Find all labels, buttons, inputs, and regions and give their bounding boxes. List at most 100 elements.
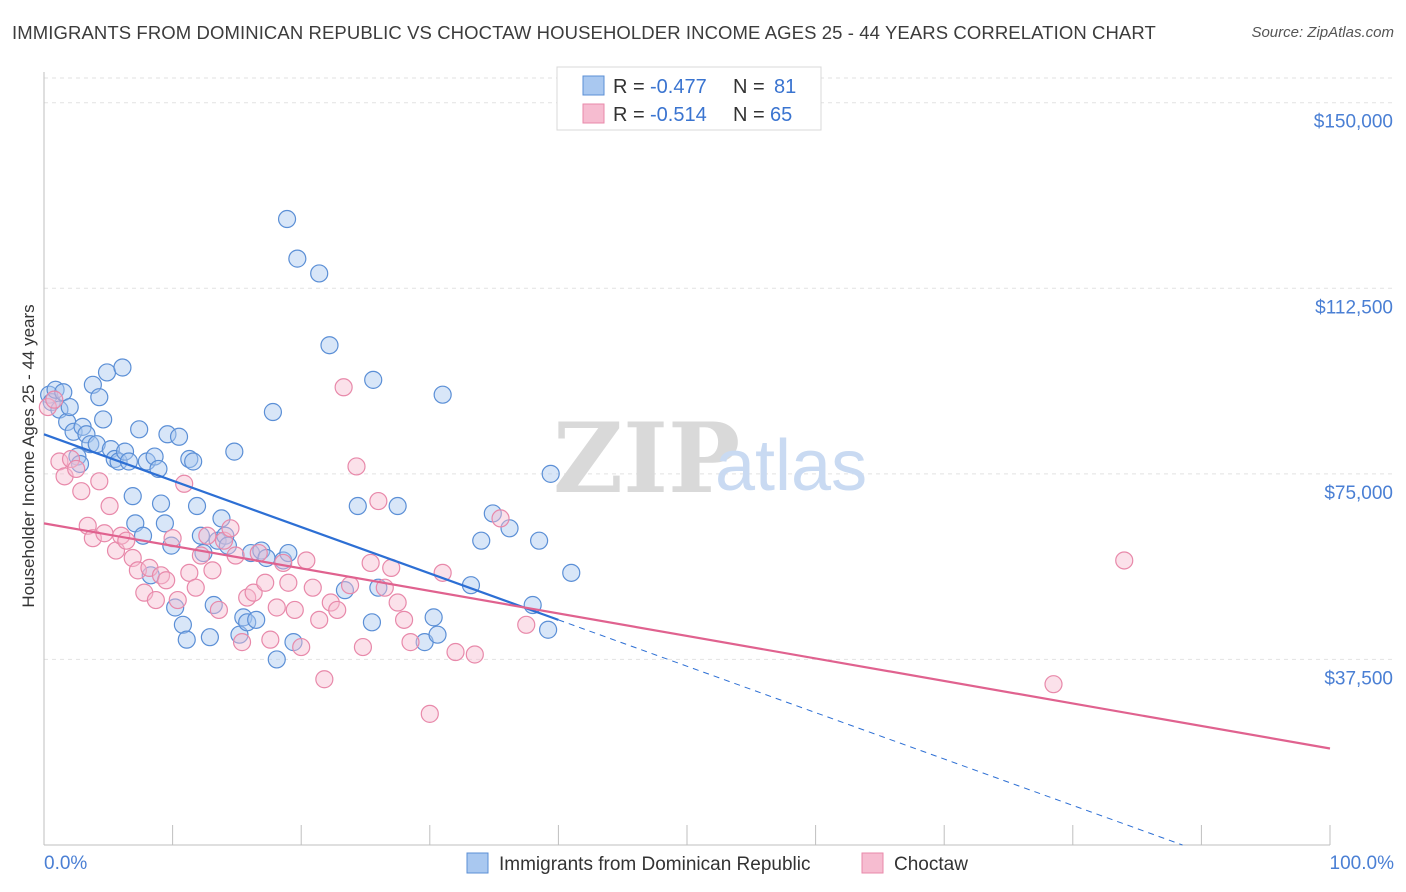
data-point-dominican <box>166 598 185 617</box>
data-point-dominican <box>530 531 549 550</box>
legend-swatch-choctaw <box>582 103 605 124</box>
data-point-choctaw <box>401 633 420 652</box>
legend-r-value-2: -0.514 <box>650 104 707 126</box>
data-point-choctaw <box>61 449 81 469</box>
data-point-choctaw <box>146 590 165 610</box>
data-point-choctaw <box>321 593 340 612</box>
legend-n-value-1: 81 <box>774 76 796 98</box>
data-point-choctaw <box>90 472 109 491</box>
data-point-dominican <box>320 336 339 355</box>
watermark-atlas: atlas <box>715 426 867 506</box>
data-point-dominican <box>97 363 117 382</box>
data-point-dominican <box>472 531 491 550</box>
watermark-zip: ZIP <box>553 402 740 515</box>
data-point-choctaw <box>297 551 316 570</box>
data-point-choctaw <box>128 561 147 580</box>
data-point-choctaw <box>232 633 252 652</box>
source-label: Source: ZipAtlas.com <box>1251 24 1394 41</box>
data-point-choctaw <box>285 600 304 620</box>
legend-r-label-1: R = <box>613 76 645 98</box>
data-point-dominican <box>130 420 149 439</box>
x-tick-label-min: 0.0% <box>44 853 87 874</box>
data-point-dominican <box>288 249 307 268</box>
data-point-choctaw <box>1115 551 1134 570</box>
data-point-dominican <box>500 519 519 538</box>
data-point-dominican <box>279 543 298 563</box>
data-point-dominican <box>173 615 192 634</box>
data-point-choctaw <box>261 630 280 649</box>
data-point-choctaw <box>315 670 334 689</box>
data-point-dominican <box>60 397 79 417</box>
data-point-dominican <box>115 442 135 461</box>
data-point-choctaw <box>369 491 388 511</box>
data-point-choctaw <box>203 561 222 580</box>
grid-lines <box>44 77 1394 660</box>
series-dominican-points <box>40 209 581 669</box>
trend-line-dominican-extension <box>558 619 1183 846</box>
data-point-dominican <box>562 563 581 582</box>
data-point-choctaw <box>221 519 240 538</box>
legend-n-value-2: 65 <box>770 104 792 126</box>
y-tick-label: $37,500 <box>1324 668 1393 689</box>
data-point-dominican <box>362 613 382 632</box>
data-point-dominican <box>123 487 142 506</box>
data-point-choctaw <box>186 578 205 597</box>
data-point-dominican <box>212 509 231 528</box>
bottom-legend-swatch-choctaw <box>861 852 884 874</box>
data-point-choctaw <box>168 590 187 610</box>
trend-lines <box>43 433 1331 846</box>
data-point-choctaw <box>517 615 536 634</box>
data-point-choctaw <box>1044 675 1063 694</box>
data-point-choctaw <box>328 600 347 620</box>
data-point-dominican <box>169 427 189 446</box>
legend-swatch-dominican <box>582 75 605 96</box>
data-point-choctaw <box>340 576 360 595</box>
data-point-dominican <box>204 595 223 615</box>
data-point-dominican <box>187 496 207 516</box>
bottom-legend-label-dominican: Immigrants from Dominican Republic <box>499 854 811 875</box>
data-point-dominican <box>277 209 297 229</box>
series-choctaw-points <box>38 378 1134 723</box>
data-point-dominican <box>388 496 407 516</box>
bottom-legend-label-choctaw: Choctaw <box>894 854 968 875</box>
data-point-choctaw <box>38 397 57 417</box>
data-point-choctaw <box>303 578 322 597</box>
data-point-choctaw <box>310 610 329 629</box>
data-point-choctaw <box>67 459 86 479</box>
data-point-dominican <box>335 581 355 600</box>
data-point-choctaw <box>292 637 311 657</box>
x-axis-ticks <box>43 825 1331 845</box>
data-point-choctaw <box>465 645 484 664</box>
data-point-choctaw <box>491 509 510 528</box>
data-point-choctaw <box>100 496 119 516</box>
data-point-dominican <box>158 425 177 444</box>
data-point-dominican <box>247 610 266 629</box>
data-point-choctaw <box>353 637 373 657</box>
data-point-dominican <box>200 628 219 647</box>
data-point-dominican <box>348 496 367 516</box>
data-point-dominican <box>263 402 283 422</box>
data-point-choctaw <box>198 526 217 545</box>
data-point-dominican <box>177 630 196 649</box>
legend-r-label-2: R = <box>613 104 645 126</box>
legend-top: R = -0.477 N = 81 R = -0.514 N = 65 <box>556 66 822 131</box>
data-point-choctaw <box>83 529 102 548</box>
data-point-dominican <box>541 464 560 483</box>
data-point-dominican <box>428 625 447 644</box>
trend-line-dominican <box>43 433 559 621</box>
data-point-dominican <box>225 442 244 461</box>
legend-n-label-1: N = <box>733 76 765 98</box>
y-tick-labels: $37,500 $75,000 $112,500 $150,000 <box>1314 112 1393 690</box>
y-tick-label: $150,000 <box>1314 112 1393 133</box>
data-point-choctaw <box>256 573 275 592</box>
data-point-choctaw <box>279 573 298 592</box>
data-point-dominican <box>184 452 203 471</box>
data-point-dominican <box>113 358 132 377</box>
data-point-choctaw <box>72 482 91 501</box>
bottom-legend-swatch-dominican <box>466 852 489 874</box>
data-point-dominican <box>433 385 452 404</box>
data-point-dominican <box>151 494 171 513</box>
data-point-choctaw <box>347 457 366 476</box>
y-tick-label: $75,000 <box>1324 483 1393 504</box>
